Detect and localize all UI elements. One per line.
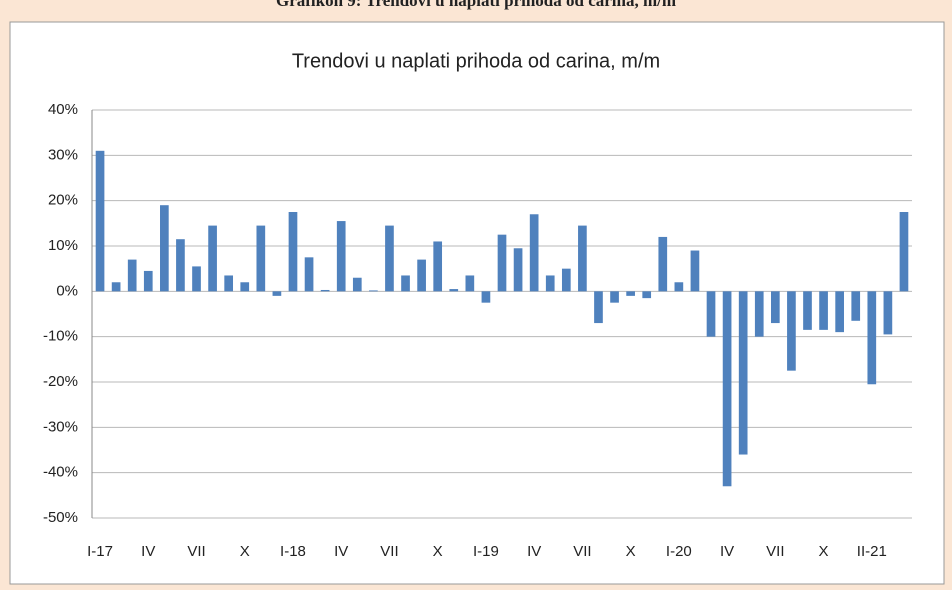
bar <box>369 290 378 292</box>
x-tick-label: VII <box>380 543 398 560</box>
bar <box>111 282 121 292</box>
bar <box>674 282 684 292</box>
bar <box>722 291 732 487</box>
x-tick-label: IV <box>334 543 348 560</box>
bar <box>208 225 217 292</box>
bar <box>385 225 394 292</box>
bar <box>770 291 780 324</box>
bar <box>738 291 748 455</box>
bar <box>481 291 491 303</box>
y-tick-label: -20% <box>43 373 78 390</box>
y-tick-label: 40% <box>48 101 78 118</box>
bar <box>304 257 314 292</box>
bar <box>851 291 861 321</box>
bar <box>352 277 362 292</box>
x-tick-label: X <box>819 543 829 560</box>
bar <box>690 250 700 292</box>
bar <box>594 291 603 324</box>
bar <box>288 212 298 292</box>
chart-title: Trendovi u naplati prihoda od carina, m/… <box>292 50 660 72</box>
bar <box>545 275 555 292</box>
y-tick-label: -30% <box>43 418 78 435</box>
bar <box>95 150 105 292</box>
bar <box>417 259 426 292</box>
bar <box>867 291 877 385</box>
bar <box>465 275 475 292</box>
bar <box>529 214 539 292</box>
bar <box>401 275 410 292</box>
bar <box>127 259 137 292</box>
y-tick-label: 10% <box>48 237 78 254</box>
bar <box>497 234 507 292</box>
x-tick-label: I-18 <box>280 543 306 560</box>
y-tick-label: -40% <box>43 464 78 481</box>
y-tick-label: 30% <box>48 146 78 163</box>
bar <box>706 291 716 337</box>
bar <box>433 241 443 292</box>
bar <box>803 291 812 330</box>
x-tick-label: X <box>240 543 250 560</box>
x-tick-label: VII <box>766 543 784 560</box>
bar <box>787 291 796 371</box>
bar <box>449 289 459 292</box>
bar <box>336 221 346 292</box>
y-tick-label: 0% <box>56 282 78 299</box>
bar <box>561 268 571 292</box>
bar <box>224 275 234 292</box>
bar <box>626 291 635 296</box>
bar <box>160 205 169 292</box>
page-heading: Grafikon 9: Trendovi u naplati prihoda o… <box>276 0 676 10</box>
x-tick-label: X <box>433 543 443 560</box>
bar <box>143 270 153 292</box>
bar <box>658 236 668 292</box>
y-tick-label: -10% <box>43 328 78 345</box>
bar <box>256 225 266 292</box>
x-tick-label: I-20 <box>666 543 692 560</box>
bar <box>578 225 587 292</box>
x-tick-label: VII <box>187 543 205 560</box>
bar <box>272 291 282 296</box>
y-tick-label: -50% <box>43 509 78 526</box>
bar <box>610 291 619 303</box>
x-tick-label: IV <box>141 543 155 560</box>
bar <box>835 291 844 333</box>
x-tick-label: II-21 <box>857 543 887 560</box>
x-tick-label: IV <box>720 543 734 560</box>
x-tick-label: IV <box>527 543 541 560</box>
x-tick-label: X <box>626 543 636 560</box>
bar <box>899 212 909 292</box>
bar <box>754 291 764 337</box>
bar <box>642 291 652 299</box>
y-tick-label: 20% <box>48 192 78 209</box>
bar <box>240 282 250 292</box>
bar <box>192 266 201 292</box>
bar <box>320 289 330 292</box>
x-tick-label: I-17 <box>87 543 113 560</box>
bar <box>883 291 893 335</box>
x-tick-label: I-19 <box>473 543 499 560</box>
bar <box>513 248 523 292</box>
bar <box>819 291 828 330</box>
bar <box>176 239 185 292</box>
x-tick-label: VII <box>573 543 591 560</box>
